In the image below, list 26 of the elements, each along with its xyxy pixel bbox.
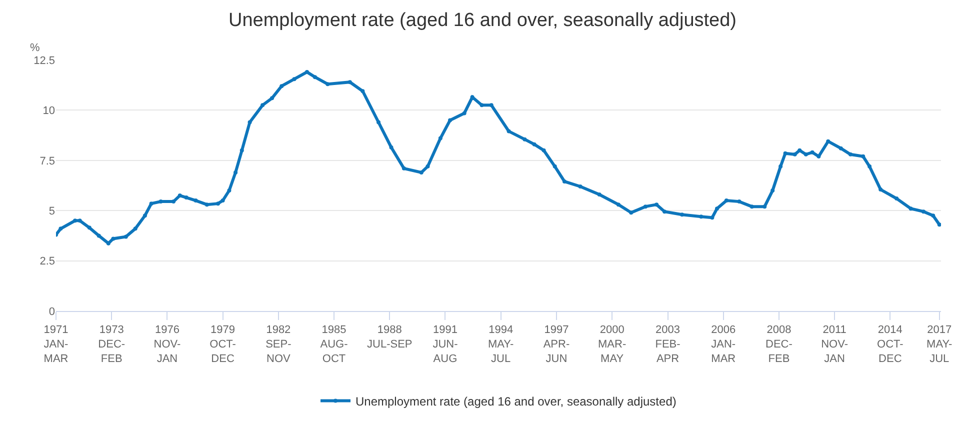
x-tick-label: 1979 OCT- DEC [210, 324, 236, 365]
y-tick-label: 2.5 [40, 256, 55, 268]
x-tick-label: 1976 NOV- JAN [154, 324, 182, 365]
x-tick-label: 2017 MAY- JUL [926, 324, 953, 365]
x-tick-label: 1988 JUL-SEP [367, 324, 412, 350]
x-tick-label: 1991 JUN- AUG [432, 324, 458, 365]
x-tick-label: 2008 DEC- FEB [766, 324, 793, 365]
y-axis-title: % [30, 42, 40, 54]
x-tick-label: 2014 OCT- DEC [877, 324, 904, 365]
x-tick-label: 2006 JAN- MAR [711, 324, 736, 365]
x-tick-label: 1973 DEC- FEB [98, 324, 126, 365]
y-tick-label: 5 [48, 205, 55, 218]
x-tick-label: 1971 JAN- MAR [44, 324, 69, 365]
y-tick-label: 12.5 [34, 54, 55, 67]
x-tick-label: 1985 AUG- OCT [320, 324, 348, 365]
chart-title: Unemployment rate (aged 16 and over, seasonally adjusted) [228, 10, 737, 32]
y-tick-label: 7.5 [40, 155, 55, 168]
x-tick-label: 1997 APR- JUN [543, 324, 570, 365]
x-tick-label: 1982 SEP- NOV [266, 324, 292, 365]
x-tick-label: 1994 MAY- JUL [488, 324, 514, 365]
x-tick-label: 2011 NOV- JAN [821, 324, 848, 365]
y-tick-label: 10 [42, 105, 55, 118]
y-tick-label: 0 [48, 306, 55, 318]
x-tick-label: 2000 MAR- MAY [598, 324, 626, 365]
x-tick-label: 2003 FEB- APR [655, 324, 681, 365]
legend-label: Unemployment rate (aged 16 and over, seasonally adjusted) [356, 394, 676, 408]
